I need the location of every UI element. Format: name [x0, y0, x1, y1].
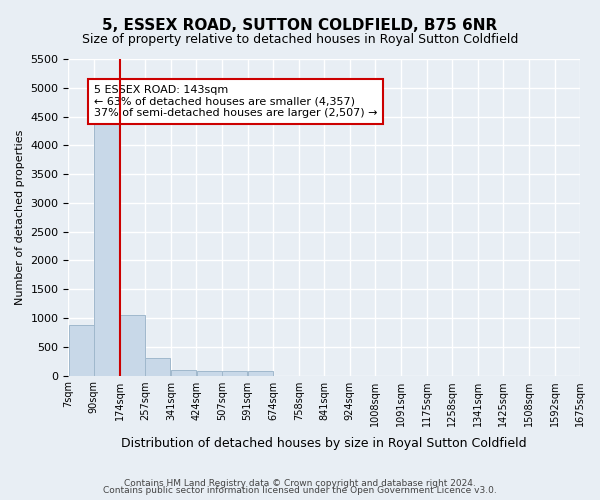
- Bar: [120, 314, 145, 376]
- Bar: [171, 370, 196, 376]
- Text: Contains public sector information licensed under the Open Government Licence v3: Contains public sector information licen…: [103, 486, 497, 495]
- Bar: [197, 371, 221, 376]
- Text: Size of property relative to detached houses in Royal Sutton Coldfield: Size of property relative to detached ho…: [82, 32, 518, 46]
- Text: Contains HM Land Registry data © Crown copyright and database right 2024.: Contains HM Land Registry data © Crown c…: [124, 478, 476, 488]
- Bar: [68, 325, 94, 376]
- Text: 5 ESSEX ROAD: 143sqm
← 63% of detached houses are smaller (4,357)
37% of semi-de: 5 ESSEX ROAD: 143sqm ← 63% of detached h…: [94, 85, 377, 118]
- Y-axis label: Number of detached properties: Number of detached properties: [15, 130, 25, 305]
- Bar: [94, 114, 119, 376]
- Bar: [248, 371, 273, 376]
- X-axis label: Distribution of detached houses by size in Royal Sutton Coldfield: Distribution of detached houses by size …: [121, 437, 527, 450]
- Bar: [222, 372, 247, 376]
- Text: 5, ESSEX ROAD, SUTTON COLDFIELD, B75 6NR: 5, ESSEX ROAD, SUTTON COLDFIELD, B75 6NR: [103, 18, 497, 32]
- Bar: [145, 358, 170, 376]
